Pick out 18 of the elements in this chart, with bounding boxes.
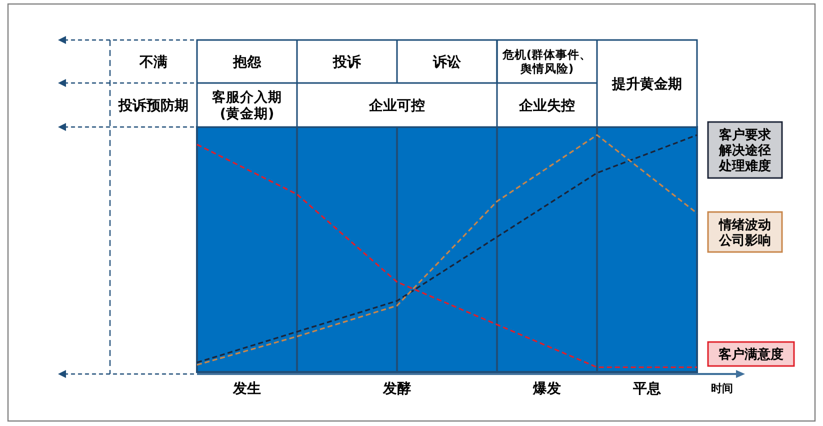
series-label: 客户要求解决途径处理难度 — [718, 126, 772, 174]
text: 抱怨 — [232, 54, 262, 70]
text: 企业可控 — [368, 98, 425, 114]
series-label: 客户满意度 — [718, 346, 784, 363]
text: 发生 — [232, 380, 261, 397]
text: 爆发 — [532, 380, 561, 397]
text: 不满 — [138, 54, 168, 70]
series-label: 情绪波动公司影响 — [718, 218, 771, 248]
text: 危机(群体事件、舆情风险) — [501, 48, 592, 76]
text: 诉讼 — [432, 54, 462, 70]
text: 投诉预防期 — [118, 96, 188, 114]
text: 企业失控 — [518, 98, 575, 114]
text: 提升黄金期 — [611, 75, 682, 92]
text: 客服介入期(黄金期) — [211, 88, 282, 122]
text: 平息 — [632, 380, 662, 397]
x-axis-title: 时间 — [711, 382, 733, 395]
text: 投诉 — [332, 54, 362, 70]
text: 发酵 — [382, 380, 411, 397]
